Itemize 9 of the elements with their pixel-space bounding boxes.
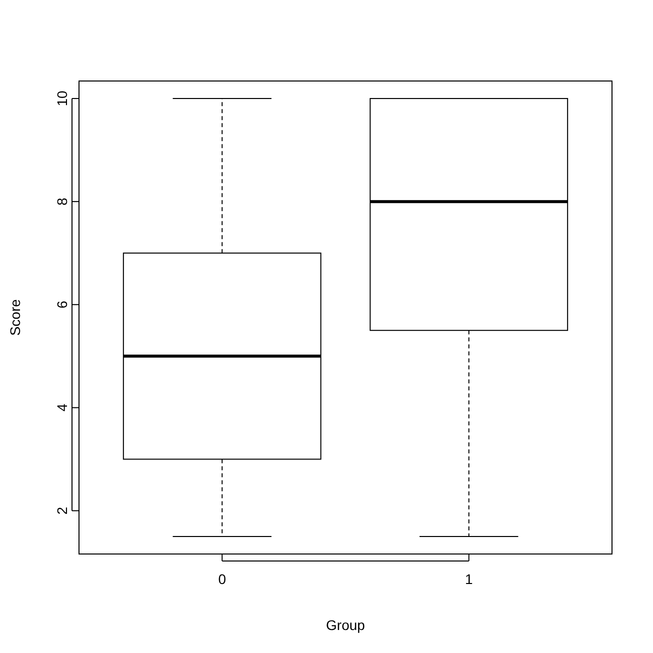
y-tick-label: 2: [54, 506, 70, 515]
y-tick-label: 4: [54, 404, 70, 412]
y-tick-label: 8: [54, 197, 70, 206]
x-axis-title: Group: [326, 617, 366, 633]
y-tick-label: 6: [54, 300, 70, 309]
x-tick-label: 0: [218, 570, 226, 587]
y-axis-title: Score: [7, 299, 23, 336]
x-tick-label: 1: [464, 570, 473, 587]
y-tick-label: 10: [54, 90, 70, 106]
